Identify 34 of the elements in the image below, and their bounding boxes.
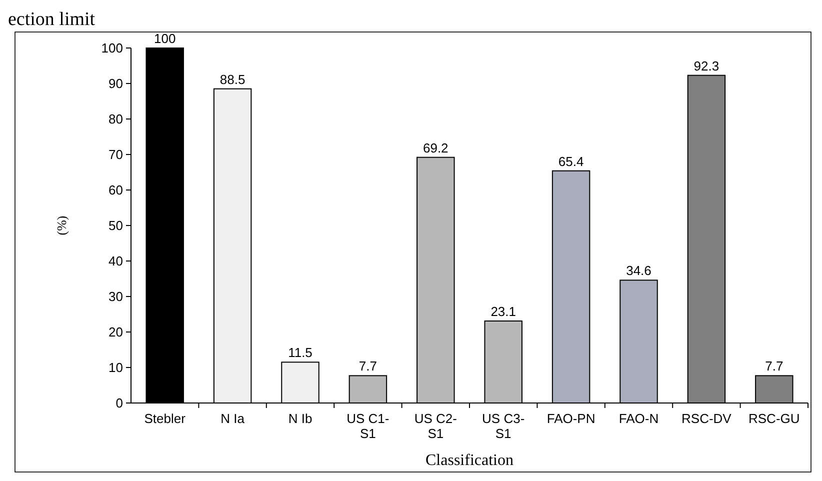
data-label: 69.2 <box>422 140 448 156</box>
x-axis-title: Classification <box>426 452 514 469</box>
y-tick-label: 20 <box>108 324 123 340</box>
y-tick-label: 50 <box>108 218 123 233</box>
x-tick-label: RSC-DV <box>682 411 732 426</box>
data-label: 92.3 <box>694 58 720 74</box>
y-tick-label: 60 <box>108 182 123 198</box>
y-tick-label: 40 <box>108 254 123 268</box>
data-label: 7.7 <box>358 358 377 374</box>
data-label: 65.4 <box>558 154 584 169</box>
data-label: 88.5 <box>220 72 246 87</box>
y-tick-label: 0 <box>116 396 123 410</box>
y-tick-label: 80 <box>108 112 123 126</box>
x-tick-label: RSC-GU <box>748 411 800 426</box>
data-label: 7.7 <box>765 358 784 374</box>
data-label: 11.5 <box>288 345 312 360</box>
y-axis-title: (%) <box>54 216 69 236</box>
x-tick-label: FAO-PN <box>546 411 596 426</box>
data-label: 34.6 <box>626 263 652 278</box>
x-tick-label: N Ib <box>288 411 312 426</box>
data-label: 100 <box>154 31 176 46</box>
y-tick-label: 10 <box>108 360 123 375</box>
x-tick-label: Stebler <box>144 411 186 426</box>
y-tick-label: 100 <box>101 40 123 56</box>
x-tick-label: N Ia <box>220 411 246 426</box>
data-label: 23.1 <box>490 304 516 319</box>
x-tick-label: US C2- S1 <box>414 411 457 441</box>
x-tick-label: US C3- S1 <box>482 411 525 441</box>
y-tick-label: 90 <box>108 76 123 91</box>
text: ection limit <box>8 9 96 30</box>
x-tick-label: FAO-N <box>618 411 659 426</box>
x-tick-label: US C1- S1 <box>346 411 390 441</box>
y-tick-label: 70 <box>108 147 123 162</box>
y-tick-label: 30 <box>108 289 123 304</box>
